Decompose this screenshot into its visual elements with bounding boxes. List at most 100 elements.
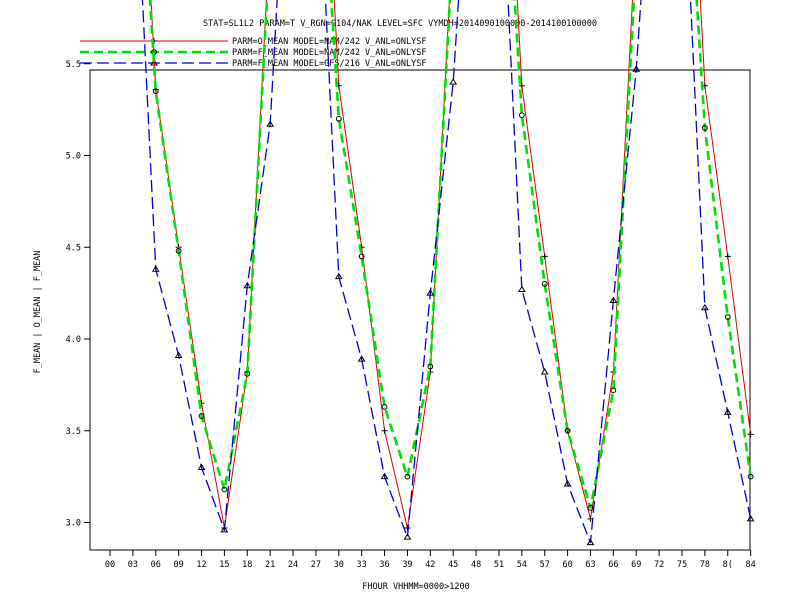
triangle-marker (151, 265, 160, 272)
triangle-marker (449, 78, 458, 85)
x-tick-label: 06 (151, 560, 161, 570)
triangle-marker (426, 289, 435, 296)
legend-entry-2: PARM=F_MEAN MODEL=NAM/242 V_ANL=ONLYSF (80, 48, 426, 58)
triangle-marker (586, 538, 595, 546)
x-tick-label: 33 (357, 560, 367, 570)
circle-marker (175, 248, 182, 254)
legend: PARM=O_MEAN MODEL=NAM/242 V_ANL=ONLYSFPA… (80, 37, 426, 69)
x-tick-label: 18 (242, 560, 252, 570)
x-tick-label: 72 (654, 560, 664, 570)
x-tick-label: 09 (174, 560, 184, 570)
x-tick-label: 42 (425, 560, 435, 570)
x-tick-label: 69 (631, 560, 641, 570)
x-tick-label: 66 (608, 560, 618, 570)
circle-marker (335, 115, 342, 122)
triangle-marker (357, 355, 366, 362)
circle-marker (221, 486, 228, 493)
x-tick-label: 24 (288, 560, 298, 570)
y-tick-label: 3.5 (66, 427, 81, 437)
triangle-marker (403, 533, 412, 540)
circle-marker (244, 370, 251, 377)
series-2 (148, 0, 754, 511)
series-line (141, 0, 752, 543)
x-tick-label: 21 (265, 560, 275, 570)
y-axis-label: F_MEAN | O_MEAN | F_MEAN (33, 251, 43, 374)
x-tick-label: 45 (448, 560, 458, 570)
y-axis: 3.03.54.04.55.05.56.06.57.07.5 (66, 60, 90, 529)
triangle-marker (723, 408, 732, 415)
triangle-marker (220, 525, 229, 533)
x-tick-label: 84 (746, 560, 756, 570)
circle-marker (381, 403, 388, 410)
triangle-marker (380, 472, 389, 480)
x-tick-label: 12 (196, 560, 206, 570)
circle-marker (152, 88, 159, 95)
x-tick-label: 27 (311, 560, 321, 570)
series-1 (150, 0, 754, 532)
x-tick-label: 48 (471, 560, 481, 570)
x-tick-label: 63 (585, 560, 595, 570)
x-tick-label: 15 (219, 560, 229, 570)
triangle-marker (746, 514, 755, 522)
legend-label: PARM=F_MEAN MODEL=NAM/242 V_ANL=ONLYSF (232, 48, 426, 58)
y-tick-label: 5.5 (66, 60, 81, 70)
triangle-marker (540, 368, 549, 375)
x-axis-label: FHOUR VHHMM=0000>1200 (362, 582, 469, 592)
legend-entry-1: PARM=O_MEAN MODEL=NAM/242 V_ANL=ONLYSF (80, 37, 426, 47)
y-tick-label: 4.0 (66, 335, 81, 345)
circle-marker (198, 413, 205, 419)
x-axis: 00 03 06 09 12 15 18 21 24 27 30 33 36 39 42 45 48 51 54 57… (105, 550, 756, 570)
series-3 (141, 0, 755, 546)
circle-marker (747, 473, 754, 480)
circle-marker (518, 112, 525, 119)
plus-marker (747, 431, 754, 438)
circle-marker (541, 281, 548, 287)
circle-marker (404, 473, 411, 480)
x-tick-label: 30 (334, 560, 344, 570)
circle-marker (724, 314, 731, 320)
y-tick-label: 4.5 (66, 243, 81, 253)
x-tick-label: 03 (128, 560, 138, 570)
plot-frame (89, 69, 751, 551)
triangle-marker (197, 463, 206, 470)
x-tick-label: 00 (105, 560, 115, 570)
triangle-marker (174, 351, 183, 359)
x-tick-label: 57 (540, 560, 550, 570)
x-tick-label: 51 (494, 560, 504, 570)
x-tick-label: 78 (700, 560, 710, 570)
series-line (150, 0, 752, 529)
circle-marker (427, 363, 434, 370)
x-tick-label: 39 (402, 560, 412, 570)
circle-marker (701, 125, 708, 131)
triangle-marker (632, 65, 641, 72)
triangle-marker (563, 479, 572, 487)
series-line (148, 0, 752, 509)
legend-label: PARM=F_MEAN MODEL=GFS/216 V_ANL=ONLYSF (232, 59, 426, 69)
circle-marker (564, 427, 571, 434)
triangle-marker (609, 296, 618, 303)
legend-label: PARM=O_MEAN MODEL=NAM/242 V_ANL=ONLYSF (232, 37, 426, 47)
circle-marker (610, 387, 617, 394)
plus-marker (541, 253, 548, 260)
y-tick-label: 5.0 (66, 152, 81, 162)
x-tick-label: 8( (723, 560, 733, 570)
triangle-marker (243, 281, 252, 289)
legend-entry-3: PARM=F_MEAN MODEL=GFS/216 V_ANL=ONLYSF (80, 59, 426, 69)
plus-marker (518, 82, 525, 89)
x-tick-label: 54 (517, 560, 527, 570)
plus-marker (724, 253, 731, 260)
circle-marker (358, 253, 365, 260)
x-tick-label: 36 (379, 560, 389, 570)
plus-marker (381, 427, 388, 434)
chart-title: STAT=SL1L2 PARAM=T V_RGN=G104/NAK LEVEL=… (203, 19, 597, 29)
triangle-marker (266, 120, 275, 127)
plus-marker (404, 525, 411, 532)
x-tick-label: 75 (677, 560, 687, 570)
triangle-marker (700, 303, 709, 311)
triangle-marker (334, 272, 343, 280)
circle-marker (587, 504, 594, 511)
series-layer (141, 0, 755, 546)
x-tick-label: 60 (562, 560, 572, 570)
y-tick-label: 3.0 (66, 519, 81, 529)
